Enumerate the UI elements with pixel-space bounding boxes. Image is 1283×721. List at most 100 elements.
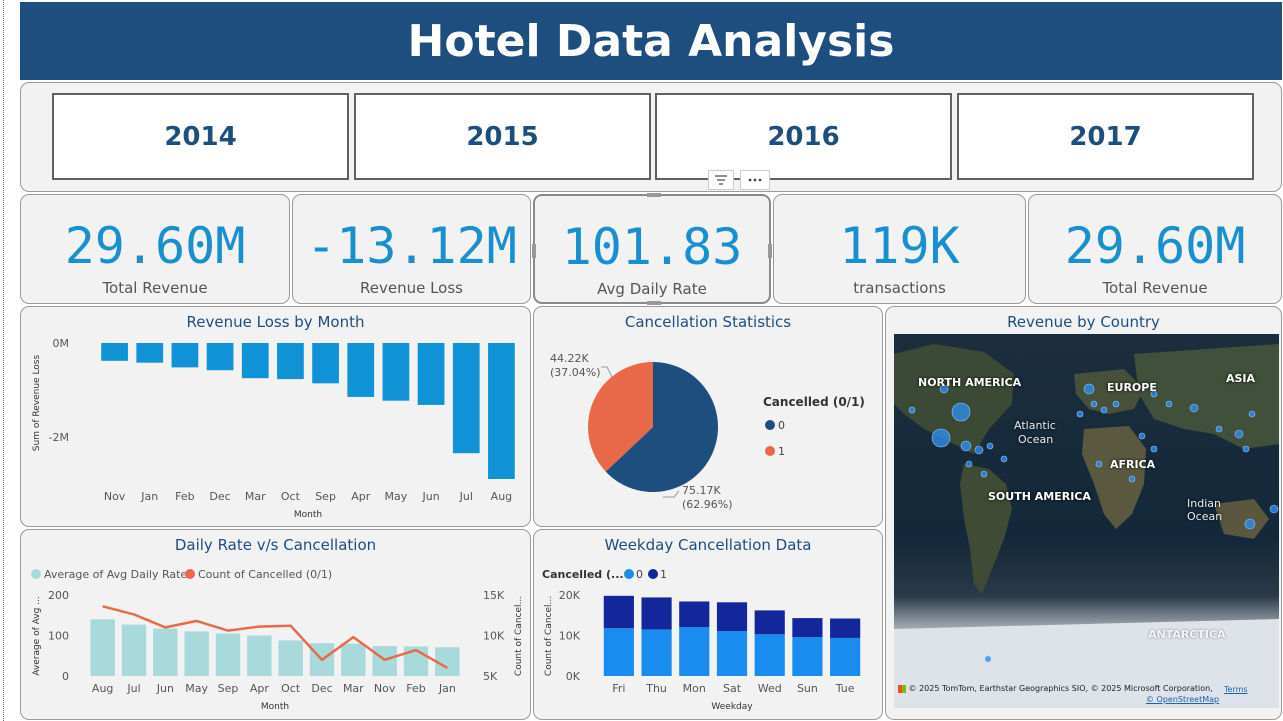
chart-title: Cancellation Statistics (624, 313, 792, 331)
bar (452, 343, 480, 454)
resize-handle[interactable] (768, 244, 772, 258)
world-map[interactable]: NORTH AMERICA EUROPE ASIA Atlantic Ocean… (894, 334, 1279, 708)
map-attribution: © 2025 TomTom, Earthstar Geographics SIO… (898, 684, 1238, 693)
revenue-map-visual[interactable]: Revenue by Country NORTH AMERICA EUROPE … (885, 306, 1282, 720)
resize-handle[interactable] (647, 193, 661, 197)
x-tick-label: May (385, 490, 408, 503)
legend-label: 0 (636, 568, 643, 581)
pie-slice (588, 362, 653, 472)
cancellation-pie: 75.17K(62.96%) 44.22K(37.04%) Cancelled (0… (550, 352, 865, 511)
kpi-card-avg-daily-rate[interactable]: 101.83 Avg Daily Rate (532, 193, 772, 305)
bar-segment (754, 634, 785, 676)
bar (101, 343, 128, 361)
x-tick-label: Oct (281, 490, 301, 503)
map-bubble (1000, 455, 1008, 463)
y-tick-label: 0 (62, 670, 69, 683)
x-tick-label: Oct (281, 682, 301, 695)
bar-segment (716, 631, 748, 676)
y2-axis-title: Count of Cancel... (514, 596, 524, 676)
x-tick-label: Jun (421, 490, 439, 503)
resize-handle[interactable] (532, 244, 536, 258)
map-label-south-america: SOUTH AMERICA (988, 490, 1091, 503)
bar-segment (792, 637, 823, 676)
legend-label: 1 (778, 445, 785, 458)
y2-tick-label: 15K (483, 589, 505, 602)
year-button-2016[interactable]: 2016 (655, 93, 952, 180)
y-axis-title: Average of Avg ... (32, 596, 42, 675)
resize-handle[interactable] (647, 301, 661, 305)
osm-link[interactable]: © OpenStreetMap (1146, 695, 1220, 704)
legend-label: Average of Avg Daily Rate (44, 568, 187, 581)
kpi-card-transactions: 119K transactions (773, 194, 1026, 304)
revenue-loss-plot: 0M -2M Sum of Revenue Loss Month Nov Jan Feb De… (32, 337, 515, 520)
kpi-label: Total Revenue (1102, 279, 1208, 297)
kpi-label: Revenue Loss (360, 279, 463, 297)
map-bubble (1189, 403, 1199, 413)
kpi-value: 101.83 (561, 218, 743, 276)
kpi-label: Avg Daily Rate (597, 280, 707, 298)
leader-line (663, 490, 680, 498)
cancellation-stats-chart[interactable]: Cancellation Statistics 75.17K (62.96%) 44… (533, 306, 883, 527)
bar-segment (641, 629, 672, 676)
x-tick-label: Jun (156, 682, 174, 695)
page-title: Hotel Data Analysis (20, 2, 1282, 80)
bar-segment (830, 618, 861, 638)
map-bubble (1138, 432, 1146, 440)
year-button-2017[interactable]: 2017 (957, 93, 1254, 180)
map-label-africa: AFRICA (1110, 458, 1156, 471)
map-label-indian-ocean: Ocean (1187, 510, 1223, 523)
bar (347, 343, 375, 397)
map-bubble (1248, 410, 1256, 418)
bar (312, 343, 339, 384)
bar (121, 624, 147, 676)
bar-segment (754, 610, 785, 635)
weekday-cancellation-chart[interactable]: Weekday Cancellation Data Cancelled (...… (533, 529, 883, 720)
x-tick-label: Feb (175, 490, 194, 503)
map-bubble (1095, 460, 1103, 468)
y2-tick-label: 10K (483, 630, 505, 643)
legend-label: 0 (778, 419, 785, 432)
legend-label: 1 (660, 568, 667, 581)
map-bubble (1244, 518, 1256, 530)
chart-title: Weekday Cancellation Data (604, 536, 812, 554)
bar (153, 628, 178, 676)
y2-tick-label: 5K (483, 670, 498, 683)
year-button-2014[interactable]: 2014 (52, 93, 349, 180)
daily-rate-chart[interactable]: Daily Rate v/s Cancellation Average of A… (20, 529, 531, 720)
bar-segment (716, 602, 748, 632)
map-label-atlantic: Atlantic (1014, 419, 1056, 432)
revenue-loss-chart[interactable]: Revenue Loss by Month 0M -2M Sum of Revenu… (20, 306, 531, 527)
kpi-label: Total Revenue (102, 279, 208, 297)
map-bubble (974, 445, 984, 455)
map-label-asia: ASIA (1226, 372, 1256, 385)
bar-segment (641, 597, 672, 630)
kpi-card-total-revenue-2: 29.60M Total Revenue (1028, 194, 1282, 304)
x-tick-label: Dec (311, 682, 332, 695)
bar-segment (830, 637, 861, 676)
y-tick-label: 0M (53, 337, 70, 350)
legend-marker (624, 569, 634, 579)
legend-title: Cancelled (0/1) (763, 395, 865, 409)
x-tick-label: Tue (835, 682, 855, 695)
more-options-icon[interactable] (740, 170, 770, 190)
slice-value-label: 44.22K (550, 352, 589, 365)
map-bubble (931, 428, 951, 448)
kpi-card-total-revenue: 29.60M Total Revenue (20, 194, 290, 304)
bar (382, 343, 410, 401)
slice-percent-label: (62.96%) (682, 498, 733, 511)
y-axis-title: Sum of Revenue Loss (32, 355, 42, 452)
filter-icon[interactable] (708, 170, 734, 190)
x-tick-label: Sun (797, 682, 818, 695)
canvas-edge (3, 0, 4, 721)
map-terms-link[interactable]: Terms (1224, 685, 1248, 694)
year-button-2015[interactable]: 2015 (354, 93, 651, 180)
x-tick-label: Dec (209, 490, 230, 503)
x-tick-label: Mon (683, 682, 706, 695)
x-tick-label: Feb (406, 682, 425, 695)
y-tick-label: -2M (49, 431, 69, 444)
bar (184, 631, 209, 676)
x-tick-label: Jul (459, 490, 473, 503)
bar-segment (792, 618, 823, 638)
map-bubble (951, 402, 971, 422)
x-tick-label: Nov (374, 682, 396, 695)
